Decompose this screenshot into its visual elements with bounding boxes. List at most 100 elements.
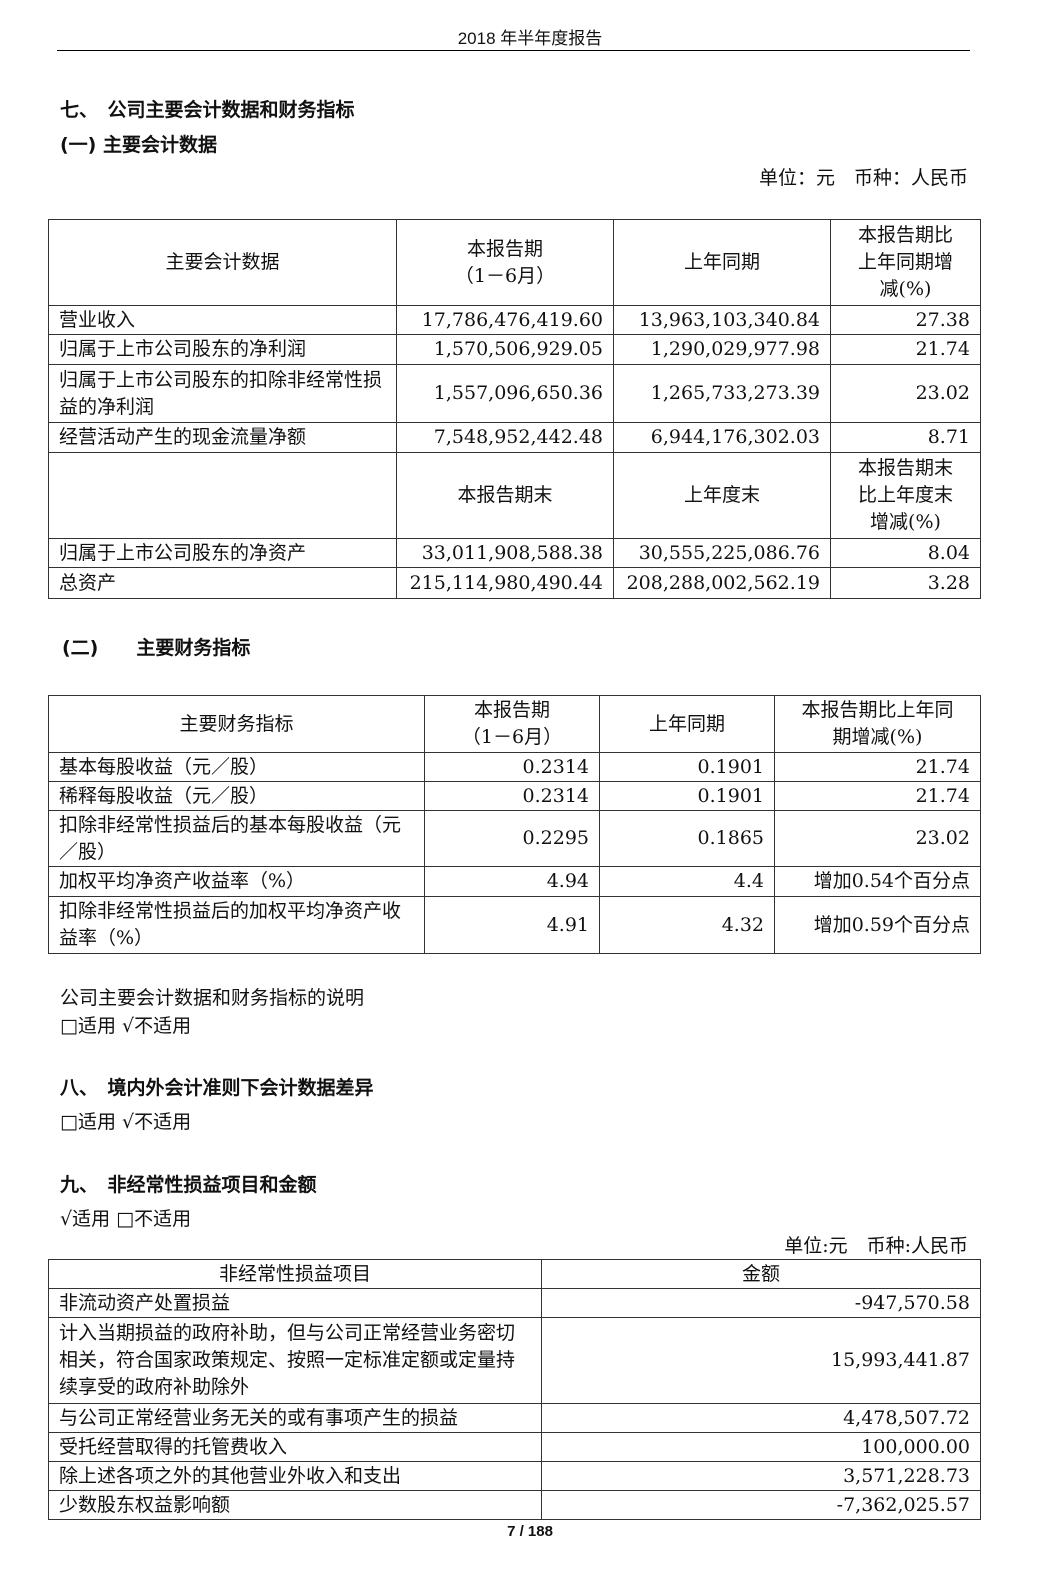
column-header: 本报告期比 上年同期增 减(%) [830,219,981,306]
value-cell: 8.71 [830,422,981,453]
table-header-row: 主要会计数据 本报告期 （1－6月） 上年同期 本报告期比 上年同期增 减(%) [48,219,981,306]
table-row: 少数股东权益影响额 -7,362,025.57 [48,1490,981,1520]
value-cell: 1,265,733,273.39 [613,364,831,423]
value-cell: -7,362,025.57 [541,1490,981,1520]
table-row: 加权平均净资产收益率（%） 4.94 4.4 增加0.54个百分点 [48,866,981,897]
section-7-2-title: (二) 主要财务指标 [62,637,251,659]
value-cell: 增加0.59个百分点 [774,896,981,954]
value-cell: 0.2314 [424,752,600,782]
non-recurring-items-table: 非经常性损益项目 金额 非流动资产处置损益 -947,570.58 计入当期损益的政府补… [48,1259,981,1520]
row-label: 受托经营取得的托管费收入 [48,1432,542,1462]
value-cell: 100,000.00 [541,1432,981,1462]
table-row: 稀释每股收益（元／股） 0.2314 0.1901 21.74 [48,781,981,811]
value-cell: 15,993,441.87 [541,1317,981,1404]
financial-indicators-table: 主要财务指标 本报告期 （1－6月） 上年同期 本报告期比上年同 期增减(%) 基本每股… [48,695,981,954]
table-row: 归属于上市公司股东的净利润 1,570,506,929.05 1,290,029,9… [48,334,981,365]
column-header: 非经常性损益项目 [48,1259,542,1289]
table-row: 归属于上市公司股东的净资产 33,011,908,588.38 30,555,225… [48,538,981,568]
column-header: 上年度末 [613,452,831,539]
indicators-note: 公司主要会计数据和财务指标的说明 [60,987,365,1009]
row-label: 非流动资产处置损益 [48,1288,542,1318]
table-row: 总资产 215,114,980,490.44 208,288,002,562.19 3… [48,567,981,599]
value-cell: 23.02 [774,810,981,867]
section-9-title: 九、 非经常性损益项目和金额 [60,1174,317,1196]
row-label: 扣除非经常性损益后的加权平均净资产收益率（%） [48,896,425,954]
column-header: 本报告期 （1－6月） [396,219,614,306]
value-cell: 1,570,506,929.05 [396,334,614,365]
accounting-data-table: 主要会计数据 本报告期 （1－6月） 上年同期 本报告期比 上年同期增 减(%) 营业收… [48,219,981,599]
value-cell: 0.1901 [599,752,775,782]
table-row: 与公司正常经营业务无关的或有事项产生的损益 4,478,507.72 [48,1403,981,1433]
column-header: 本报告期比上年同 期增减(%) [774,695,981,753]
table-header-row: 非经常性损益项目 金额 [48,1259,981,1289]
column-header: 上年同期 [599,695,775,753]
row-label: 经营活动产生的现金流量净额 [48,422,397,453]
table-row: 扣除非经常性损益后的加权平均净资产收益率（%） 4.91 4.32 增加0.59个百分… [48,896,981,954]
value-cell: 增加0.54个百分点 [774,866,981,897]
page-number: 7 / 188 [507,1523,553,1540]
value-cell: 30,555,225,086.76 [613,538,831,568]
row-label: 基本每股收益（元／股） [48,752,425,782]
value-cell: 208,288,002,562.19 [613,567,831,599]
row-label: 归属于上市公司股东的净资产 [48,538,397,568]
column-header: 金额 [541,1259,981,1289]
value-cell: 0.2314 [424,781,600,811]
value-cell: 215,114,980,490.44 [396,567,614,599]
table-header-row: 主要财务指标 本报告期 （1－6月） 上年同期 本报告期比上年同 期增减(%) [48,695,981,753]
column-header: 本报告期 （1－6月） [424,695,600,753]
value-cell: 27.38 [830,305,981,335]
table-row: 除上述各项之外的其他营业外收入和支出 3,571,228.73 [48,1461,981,1491]
row-label: 归属于上市公司股东的净利润 [48,334,397,365]
value-cell: 0.2295 [424,810,600,867]
table-row: 归属于上市公司股东的扣除非经常性损益的净利润 1,557,096,650.36 1,… [48,364,981,423]
row-label: 除上述各项之外的其他营业外收入和支出 [48,1461,542,1491]
table-row: 营业收入 17,786,476,419.60 13,963,103,340.84 27… [48,305,981,335]
unit-label: 单位：元 币种：人民币 [758,167,968,189]
table-row: 基本每股收益（元／股） 0.2314 0.1901 21.74 [48,752,981,782]
table-row: 计入当期损益的政府补助，但与公司正常经营业务密切相关，符合国家政策规定、按照一定… [48,1317,981,1404]
table-row: 经营活动产生的现金流量净额 7,548,952,442.48 6,944,176,3… [48,422,981,453]
unit-label-2: 单位:元 币种:人民币 [784,1235,968,1257]
value-cell: 4.91 [424,896,600,954]
value-cell: 17,786,476,419.60 [396,305,614,335]
row-label: 总资产 [48,567,397,599]
value-cell: 21.74 [774,752,981,782]
indicators-note-applicability: □适用 √不适用 [60,1015,192,1037]
column-header: 主要财务指标 [48,695,425,753]
column-header: 主要会计数据 [48,219,397,306]
row-label: 计入当期损益的政府补助，但与公司正常经营业务密切相关，符合国家政策规定、按照一定… [48,1317,542,1404]
value-cell: 1,290,029,977.98 [613,334,831,365]
row-label: 营业收入 [48,305,397,335]
value-cell: 8.04 [830,538,981,568]
column-header [48,452,397,539]
section-7-1-title: (一) 主要会计数据 [60,134,217,156]
column-header: 上年同期 [613,219,831,306]
column-header: 本报告期末 比上年度末 增减(%) [830,452,981,539]
section-8-title: 八、 境内外会计准则下会计数据差异 [60,1077,374,1099]
page-header: 2018 年半年度报告 [457,29,603,48]
row-label: 归属于上市公司股东的扣除非经常性损益的净利润 [48,364,397,423]
row-label: 加权平均净资产收益率（%） [48,866,425,897]
value-cell: 6,944,176,302.03 [613,422,831,453]
value-cell: 13,963,103,340.84 [613,305,831,335]
table-header-row: 本报告期末 上年度末 本报告期末 比上年度末 增减(%) [48,452,981,539]
section-9-applicability: √适用 □不适用 [60,1208,192,1230]
header-divider [57,50,970,51]
value-cell: 0.1865 [599,810,775,867]
column-header: 本报告期末 [396,452,614,539]
value-cell: 21.74 [830,334,981,365]
value-cell: 3.28 [830,567,981,599]
section-7-title: 七、 公司主要会计数据和财务指标 [60,99,355,121]
value-cell: 4.32 [599,896,775,954]
row-label: 少数股东权益影响额 [48,1490,542,1520]
value-cell: 7,548,952,442.48 [396,422,614,453]
value-cell: 3,571,228.73 [541,1461,981,1491]
value-cell: 4,478,507.72 [541,1403,981,1433]
value-cell: 23.02 [830,364,981,423]
value-cell: 4.94 [424,866,600,897]
value-cell: 4.4 [599,866,775,897]
table-row: 扣除非经常性损益后的基本每股收益（元／股） 0.2295 0.1865 23.02 [48,810,981,867]
section-8-applicability: □适用 √不适用 [60,1111,192,1133]
table-row: 受托经营取得的托管费收入 100,000.00 [48,1432,981,1462]
row-label: 稀释每股收益（元／股） [48,781,425,811]
